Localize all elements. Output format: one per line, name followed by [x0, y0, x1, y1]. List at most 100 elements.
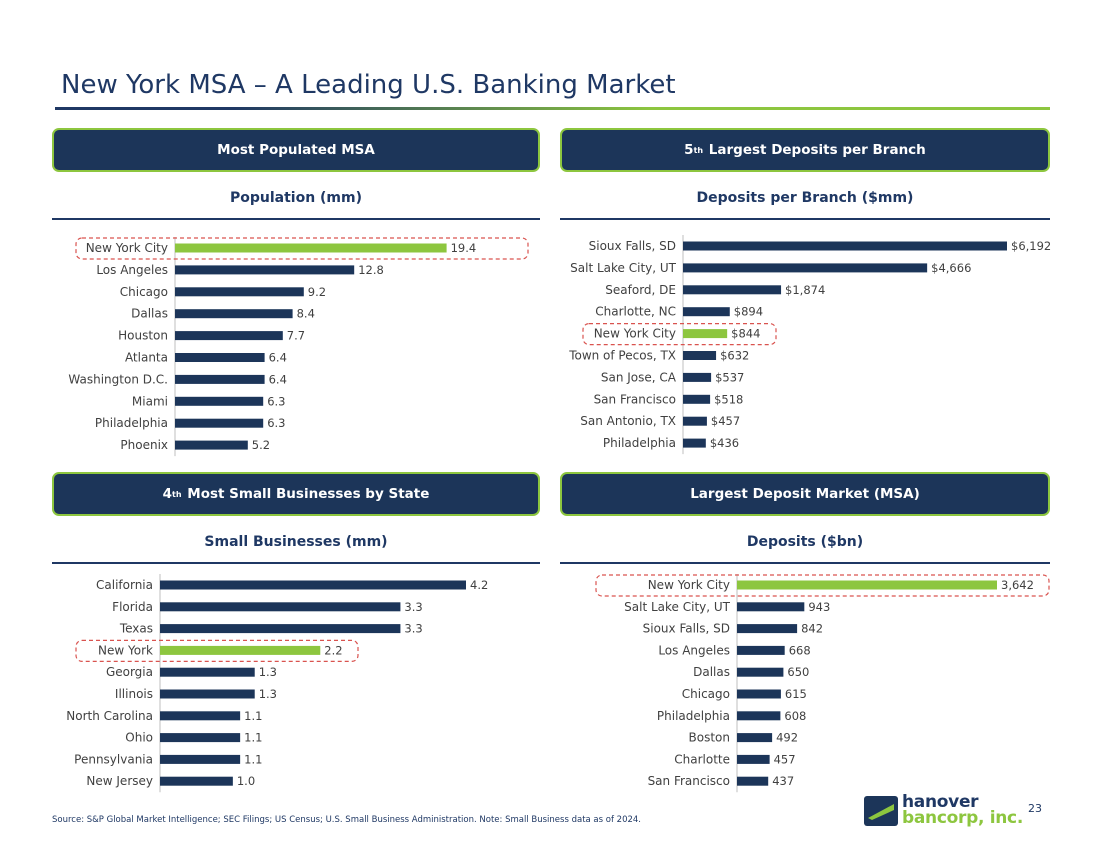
small_business-category-label: New York — [98, 643, 153, 657]
deposits_branch-bar — [683, 329, 728, 339]
deposits_msa-bar — [737, 754, 770, 764]
logo-text-line1: hanover — [902, 792, 979, 812]
small_business-value-label: 4.2 — [470, 578, 488, 592]
small-business-title-rule — [52, 562, 540, 564]
deposits_branch-value-label: $1,874 — [785, 283, 825, 297]
deposits_msa-value-label: 492 — [776, 731, 798, 745]
deposits_msa-value-label: 437 — [772, 774, 794, 788]
population-bar — [175, 418, 264, 428]
deposits_branch-category-label: Town of Pecos, TX — [568, 349, 676, 363]
population-banner: Most Populated MSA — [52, 128, 540, 172]
deposits-msa-panel: Largest Deposit Market (MSA) Deposits ($… — [560, 472, 1050, 802]
deposits_branch-category-label: San Antonio, TX — [580, 414, 676, 428]
small-business-banner-num: 4 — [162, 486, 173, 502]
deposits_branch-category-label: Seaford, DE — [605, 283, 676, 297]
deposits_branch-bar — [683, 285, 782, 295]
small_business-value-label: 1.1 — [244, 752, 262, 766]
population-category-label: Washington D.C. — [68, 372, 168, 386]
deposits_branch-bar — [683, 307, 730, 317]
deposits_branch-category-label: Philadelphia — [603, 436, 676, 450]
small_business-category-label: Georgia — [106, 665, 153, 679]
population-bar — [175, 331, 283, 341]
population-value-label: 6.4 — [269, 372, 287, 386]
deposits_branch-value-label: $518 — [714, 392, 743, 406]
logo-text-line2: bancorp, inc. — [902, 808, 1023, 828]
small-business-chart-title: Small Businesses (mm) — [204, 534, 388, 550]
population-bar — [175, 353, 265, 362]
population-panel: Most Populated MSA Population (mm) — [52, 128, 540, 458]
deposits-branch-banner-num: 5 — [684, 142, 694, 158]
deposits_branch-value-label: $632 — [720, 349, 749, 363]
small_business-highlight-box — [75, 639, 359, 663]
population-bar — [175, 287, 304, 297]
population-chart-title: Population (mm) — [229, 190, 363, 206]
deposits_branch-category-label: Sioux Falls, SD — [589, 239, 676, 253]
small_business-value-label: 1.1 — [244, 709, 262, 723]
company-logo: hanover bancorp, inc. — [864, 792, 1024, 830]
deposits-msa-title-rule — [560, 562, 1050, 564]
source-footnote: Source: S&P Global Market Intelligence; … — [52, 815, 641, 825]
deposits_msa-value-label: 842 — [801, 622, 823, 636]
deposits_msa-category-label: New York City — [648, 578, 730, 592]
small_business-value-label: 1.3 — [259, 665, 277, 679]
deposits_msa-bar — [737, 667, 784, 677]
small_business-value-label: 1.3 — [259, 687, 277, 701]
population-bar — [175, 309, 293, 319]
small_business-category-label: Texas — [119, 622, 153, 636]
deposits-msa-banner: Largest Deposit Market (MSA) — [560, 472, 1050, 516]
deposits_msa-bar — [737, 624, 798, 634]
small_business-bar — [160, 733, 241, 743]
small_business-bar — [160, 689, 255, 699]
deposits_branch-bar — [683, 372, 712, 382]
small_business-bar — [160, 776, 233, 786]
small_business-category-label: North Carolina — [66, 709, 153, 723]
deposits_branch-bar — [683, 241, 1007, 251]
deposits_msa-category-label: Sioux Falls, SD — [643, 622, 730, 636]
deposits_msa-category-label: Boston — [689, 731, 730, 745]
small_business-bar — [160, 711, 241, 721]
small_business-category-label: Florida — [112, 600, 153, 614]
deposits_branch-value-label: $894 — [734, 305, 763, 319]
small_business-value-label: 1.0 — [237, 774, 255, 788]
deposits_branch-bar — [683, 263, 928, 273]
deposits_branch-category-label: Charlotte, NC — [595, 305, 676, 319]
deposits_msa-category-label: San Francisco — [648, 774, 730, 788]
population-category-label: New York City — [86, 241, 168, 255]
population-category-label: Houston — [118, 329, 168, 343]
population-value-label: 8.4 — [297, 307, 315, 321]
small_business-bar — [160, 754, 241, 764]
small_business-value-label: 2.2 — [324, 643, 342, 657]
deposits_msa-category-label: Salt Lake City, UT — [624, 600, 731, 614]
deposits-branch-banner-sup: th — [693, 145, 704, 155]
deposits_msa-value-label: 608 — [784, 709, 806, 723]
deposits_msa-value-label: 650 — [787, 665, 809, 679]
deposits_branch-bar — [683, 438, 706, 448]
deposits_msa-bar — [737, 645, 785, 655]
deposits_msa-highlight-box — [595, 574, 1050, 597]
population-value-label: 9.2 — [308, 285, 326, 299]
deposits_branch-bar — [683, 416, 707, 426]
population-title-rule — [52, 218, 540, 220]
deposits-branch-banner-text: Largest Deposits per Branch — [704, 142, 926, 158]
deposits_branch-bar — [683, 351, 717, 360]
deposits_msa-category-label: Charlotte — [674, 752, 730, 766]
small_business-category-label: Ohio — [125, 731, 153, 745]
population-banner-text: Most Populated MSA — [217, 142, 375, 158]
deposits_msa-bar — [737, 711, 781, 721]
deposits_msa-bar — [737, 733, 773, 743]
small_business-bar — [160, 624, 401, 634]
small_business-bar — [160, 667, 255, 677]
logo-mark-icon — [864, 796, 898, 826]
deposits_msa-category-label: Dallas — [693, 665, 730, 679]
deposits_branch-value-label: $457 — [711, 414, 740, 428]
population-category-label: Dallas — [131, 307, 168, 321]
deposits_msa-category-label: Chicago — [682, 687, 730, 701]
small_business-category-label: Pennsylvania — [74, 752, 153, 766]
deposits_branch-category-label: New York City — [594, 327, 676, 341]
small_business-category-label: New Jersey — [86, 774, 153, 788]
small_business-bar — [160, 645, 321, 655]
